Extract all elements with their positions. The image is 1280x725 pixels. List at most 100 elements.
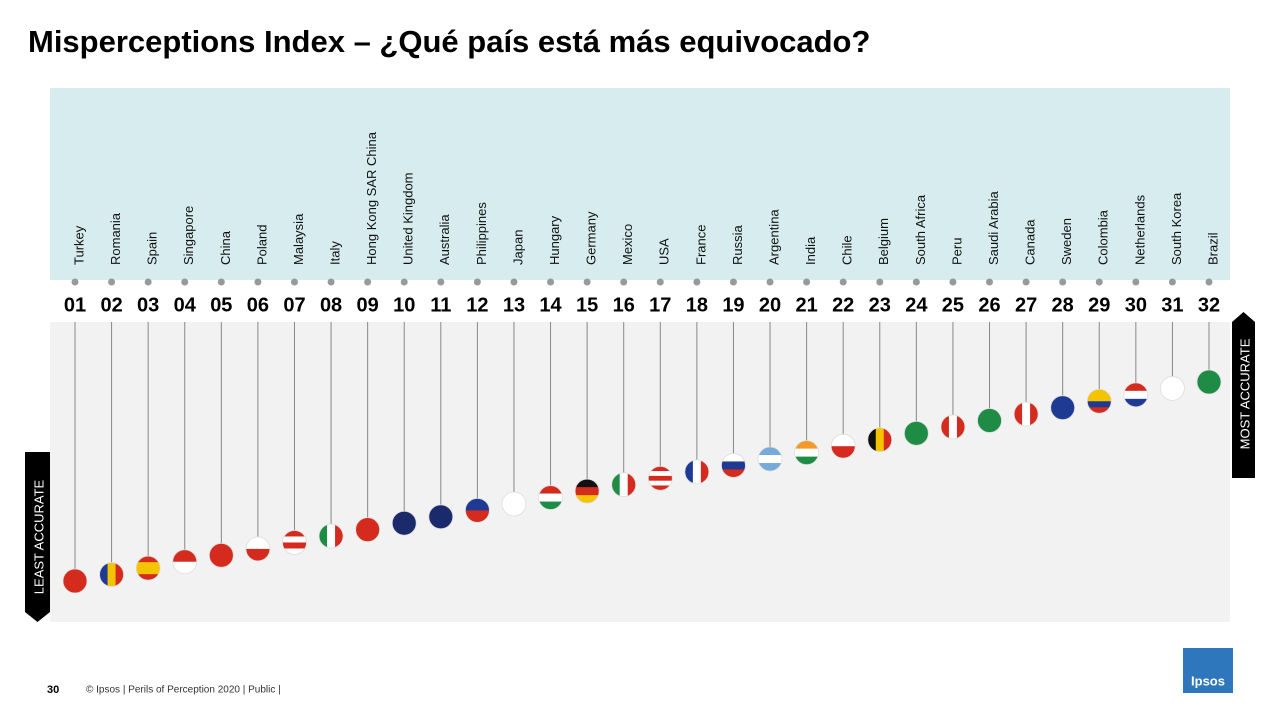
flag [538, 485, 563, 510]
country-name: South Africa [913, 194, 928, 265]
dot [1132, 278, 1140, 286]
dot [583, 278, 591, 286]
flag-stripe [758, 455, 783, 464]
flag [904, 421, 929, 446]
dot [986, 278, 994, 286]
flag-rim [172, 549, 198, 575]
flag-rim [721, 453, 746, 478]
country-name: South Korea [1169, 192, 1184, 265]
rank: 16 [613, 294, 635, 316]
flag-rim [1086, 388, 1112, 414]
country-name: Italy [328, 241, 343, 265]
flag-stripe [648, 466, 673, 472]
flags-band [50, 322, 1230, 622]
flag-stripe [794, 456, 819, 465]
flag [209, 543, 234, 568]
rank: 21 [795, 294, 817, 316]
dot [620, 278, 628, 286]
flag-stripe [794, 448, 819, 458]
flag-stripe [465, 510, 490, 523]
dot [473, 278, 481, 286]
country-name: Japan [510, 230, 525, 265]
flag [867, 427, 892, 452]
rank: 26 [978, 294, 1000, 316]
flag [245, 536, 270, 561]
flag-stripe [956, 414, 965, 439]
rank: 22 [832, 294, 854, 316]
flag-stripe [115, 562, 124, 587]
rank: 18 [686, 294, 708, 316]
country-name: Saudi Arabia [986, 191, 1001, 265]
country-name: Poland [254, 225, 269, 265]
country-name: USA [657, 238, 672, 265]
flag [501, 491, 526, 516]
flag-rim [1123, 382, 1149, 408]
country-name: Turkey [71, 225, 86, 265]
flag-rim [428, 504, 454, 530]
flag-stripe [282, 548, 307, 555]
flag-stripe [648, 475, 673, 482]
flag-stripe [575, 479, 600, 488]
rank: 07 [283, 294, 305, 316]
flag-stripe [1123, 382, 1148, 392]
flag-stripe [172, 561, 197, 574]
flag [575, 479, 600, 504]
flag [758, 447, 783, 472]
flag [355, 517, 380, 542]
flag-rim [647, 465, 673, 491]
flag-stripe [282, 542, 307, 549]
country-name: India [803, 236, 818, 265]
dot [217, 278, 225, 286]
country-name: Mexico [620, 224, 635, 265]
rank: 28 [1052, 294, 1074, 316]
flag-stripe [721, 461, 746, 470]
country-name: Hong Kong SAR China [364, 131, 379, 265]
flag-stripe [335, 524, 344, 549]
dot [400, 278, 408, 286]
country-name: Romania [108, 212, 123, 265]
flag-stripe [1123, 398, 1148, 407]
flag-stripe [538, 493, 563, 503]
dot [254, 278, 262, 286]
flag-stripe [948, 414, 958, 439]
flag-stripe [1087, 407, 1112, 414]
flag-stripe [501, 491, 526, 516]
flag-stripe [575, 487, 600, 496]
rank: 02 [100, 294, 122, 316]
title: Misperceptions Index – ¿Qué país está má… [28, 24, 870, 59]
flag-stripe [1123, 390, 1148, 400]
flag-rim [501, 491, 527, 517]
flag-stripe [245, 548, 270, 561]
logo-box [1183, 648, 1233, 693]
flag-stripe [1087, 401, 1112, 408]
flag-stripe [1197, 370, 1221, 394]
dot [364, 278, 372, 286]
rank: 11 [430, 294, 451, 316]
country-name: France [693, 225, 708, 265]
flag-rim [99, 562, 124, 587]
flag [1123, 382, 1148, 407]
flag-stripe [136, 568, 161, 575]
flag-stripe [538, 485, 563, 495]
flag-stripe [136, 562, 161, 569]
flag [831, 434, 856, 459]
flag-stripe [648, 480, 673, 486]
flag-stripe [758, 447, 783, 456]
flag-stripe [619, 472, 629, 497]
least-label: LEAST ACCURATE [31, 479, 46, 594]
country-name: Netherlands [1132, 194, 1147, 265]
flag [977, 408, 1002, 433]
flag-rim [977, 408, 1002, 433]
flag-rim [611, 472, 637, 498]
dot [729, 278, 737, 286]
flag-rim [1196, 369, 1222, 395]
flag-stripe [977, 408, 1002, 433]
flag-stripe [428, 504, 453, 529]
flag-rim [574, 478, 600, 504]
footer-text: © Ipsos | Perils of Perception 2020 | Pu… [86, 685, 281, 696]
flag-stripe [940, 414, 950, 439]
flag [465, 498, 490, 523]
items: Turkey 01 Romania 02 Spain 03 Singapore 04 China… [62, 131, 1222, 594]
flag-rim [1013, 401, 1039, 427]
dot [1205, 278, 1213, 286]
